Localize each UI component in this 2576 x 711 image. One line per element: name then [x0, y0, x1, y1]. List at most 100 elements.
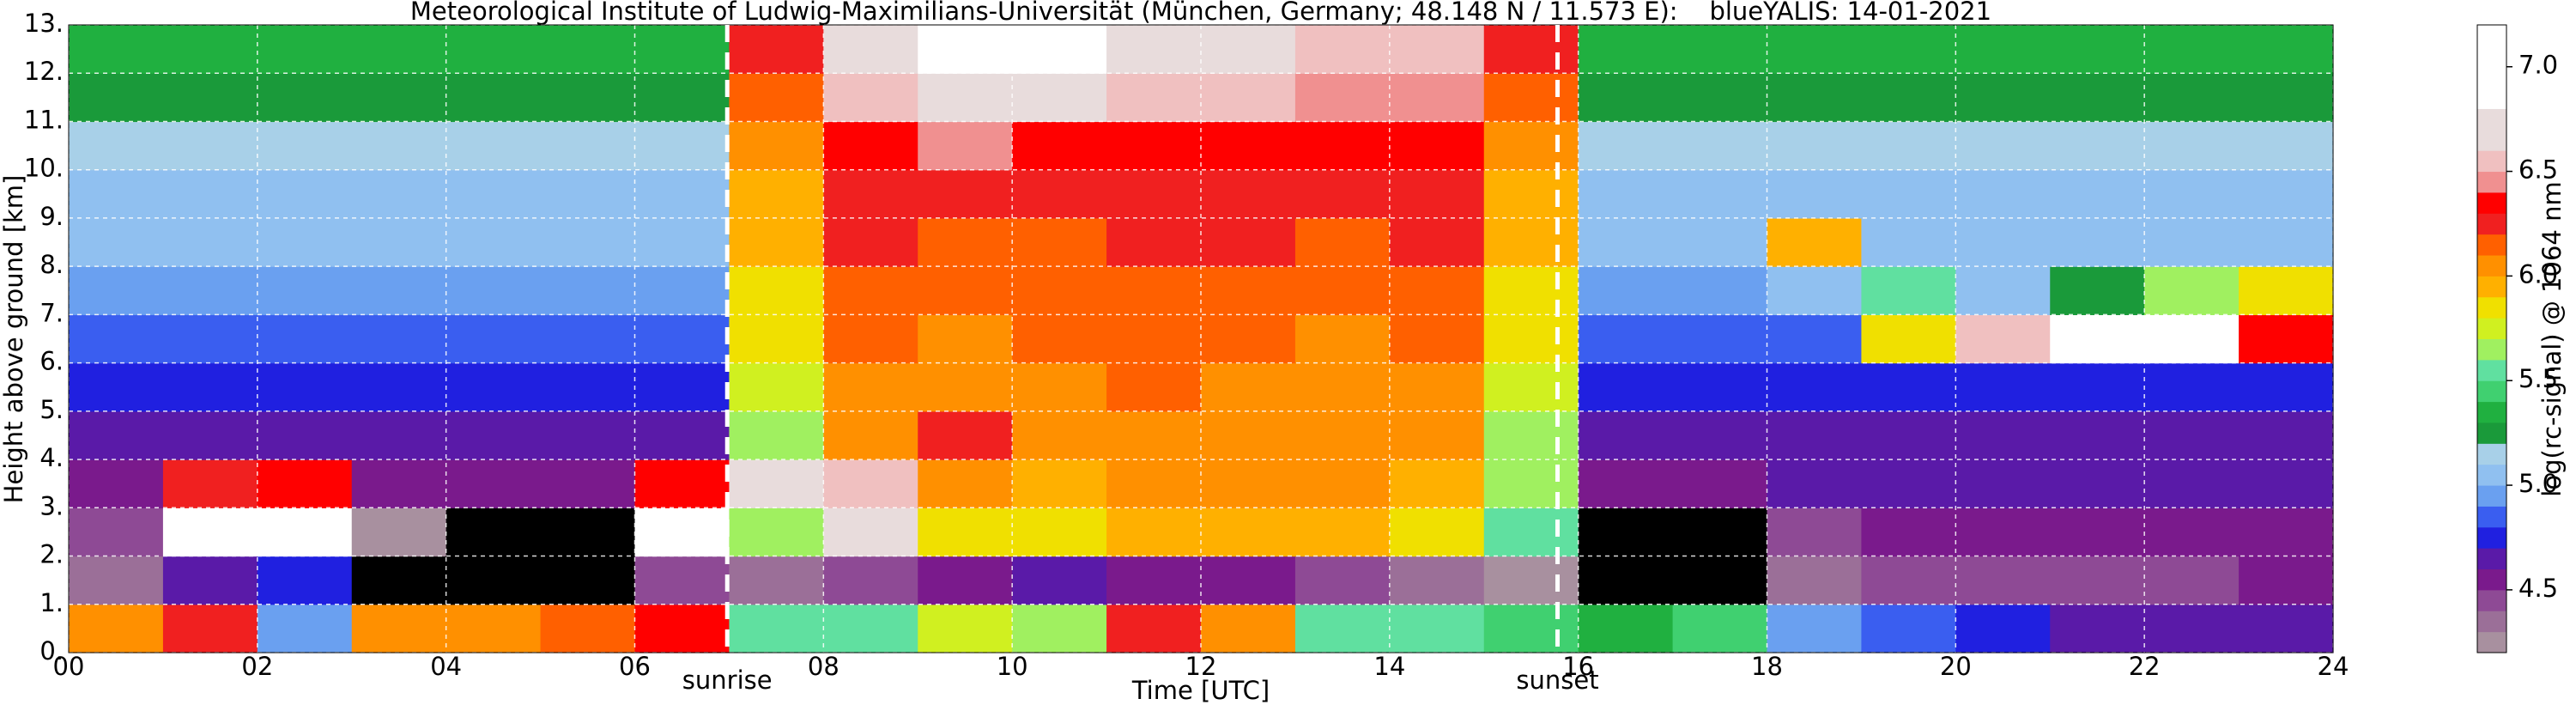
annotation-label: sunset [1516, 665, 1598, 695]
colorbar-segment [2477, 611, 2506, 633]
heatmap-cell [1483, 556, 1579, 605]
heatmap-cell [1294, 25, 1391, 74]
heatmap-cell [257, 604, 353, 653]
heatmap-cell [1578, 169, 1674, 219]
heatmap-cell [2144, 507, 2240, 557]
heatmap-cell [1578, 266, 1674, 315]
heatmap-cell [1578, 314, 1674, 364]
heatmap-cell [1483, 169, 1579, 219]
heatmap-cell [634, 556, 730, 605]
heatmap-cell [162, 507, 258, 557]
heatmap-cell [1672, 217, 1768, 267]
heatmap-cell [162, 73, 258, 123]
heatmap-cell [729, 362, 824, 412]
heatmap-cell [634, 362, 730, 412]
heatmap-cell [540, 459, 636, 508]
heatmap-cell [1672, 314, 1768, 364]
y-tick-label: 11. [24, 105, 64, 134]
heatmap-cell [257, 362, 353, 412]
y-tick-label: 5. [39, 395, 64, 424]
heatmap-cell [729, 169, 824, 219]
heatmap-cell [162, 604, 258, 653]
heatmap-cell [1483, 410, 1579, 460]
heatmap-cell [1106, 556, 1202, 605]
colorbar-segment [2477, 171, 2506, 193]
colorbar-segment [2477, 464, 2506, 486]
heatmap-cell [1483, 507, 1579, 557]
heatmap-cell [1012, 314, 1107, 364]
heatmap-cell [69, 121, 164, 171]
heatmap-cell [540, 362, 636, 412]
x-tick-label: 24 [2318, 652, 2349, 681]
heatmap-cell [634, 507, 730, 557]
heatmap-cell [162, 121, 258, 171]
heatmap-cell [2050, 217, 2145, 267]
heatmap-cell [257, 507, 353, 557]
x-tick-label: 08 [808, 652, 839, 681]
heatmap-cell [823, 73, 918, 123]
heatmap-cell [351, 507, 447, 557]
heatmap-cell [162, 459, 258, 508]
heatmap-cell [1672, 73, 1768, 123]
heatmap-cell [1201, 459, 1296, 508]
heatmap-cell [69, 556, 164, 605]
heatmap-cell [1294, 507, 1391, 557]
heatmap-cell [1483, 459, 1579, 508]
heatmap-cell [2239, 362, 2334, 412]
heatmap-cell [2239, 169, 2334, 219]
heatmap-cell [1201, 217, 1296, 267]
heatmap-cell [351, 25, 447, 74]
heatmap-cell [445, 410, 542, 460]
y-tick-label: 9. [39, 202, 64, 231]
heatmap-cell [634, 73, 730, 123]
heatmap-cell [2144, 604, 2240, 653]
heatmap-cell [540, 556, 636, 605]
x-tick-label: 10 [997, 652, 1028, 681]
colorbar-segment [2477, 359, 2506, 381]
y-tick-label: 1. [39, 588, 64, 617]
heatmap-cell [1012, 507, 1107, 557]
heatmap-cell [1201, 362, 1296, 412]
heatmap-cell [2239, 604, 2334, 653]
heatmap-cell [1672, 169, 1768, 219]
heatmap-cell [1106, 169, 1202, 219]
heatmap-cell [1012, 73, 1107, 123]
heatmap-cell [2050, 121, 2145, 171]
heatmap-cell [823, 217, 918, 267]
heatmap-cell [1294, 410, 1391, 460]
heatmap-cell [351, 217, 447, 267]
heatmap-cell [634, 266, 730, 315]
x-tick-label: 20 [1940, 652, 1972, 681]
heatmap-cell [445, 604, 542, 653]
heatmap-cell [729, 604, 824, 653]
heatmap-cell [2144, 556, 2240, 605]
heatmap-cell [1672, 459, 1768, 508]
heatmap-cell [257, 459, 353, 508]
colorbar-tick-label: 7.0 [2518, 51, 2558, 80]
heatmap-cell [1106, 266, 1202, 315]
heatmap-cell [729, 217, 824, 267]
heatmap-cell [1106, 604, 1202, 653]
heatmap-cell [1012, 362, 1107, 412]
heatmap-cell [1767, 73, 1863, 123]
heatmap-cell [351, 73, 447, 123]
heatmap-cell [351, 459, 447, 508]
heatmap-cell [1672, 362, 1768, 412]
heatmap-cell [1672, 410, 1768, 460]
heatmap-cell [540, 25, 636, 74]
heatmap-cell [445, 25, 542, 74]
heatmap-cell [257, 73, 353, 123]
heatmap-cell [1389, 410, 1485, 460]
heatmap-cell [1861, 266, 1956, 315]
y-tick-label: 6. [39, 347, 64, 376]
heatmap-cell [823, 25, 918, 74]
colorbar-tick-label: 5.5 [2518, 364, 2558, 393]
heatmap-cell [2050, 604, 2145, 653]
colorbar-segment [2477, 255, 2506, 276]
heatmap-cell [540, 266, 636, 315]
heatmap-cell [1578, 459, 1674, 508]
colorbar-segment [2477, 234, 2506, 256]
heatmap-cell [1955, 507, 2051, 557]
heatmap-cell [1861, 169, 1956, 219]
heatmap-cell [1201, 266, 1296, 315]
